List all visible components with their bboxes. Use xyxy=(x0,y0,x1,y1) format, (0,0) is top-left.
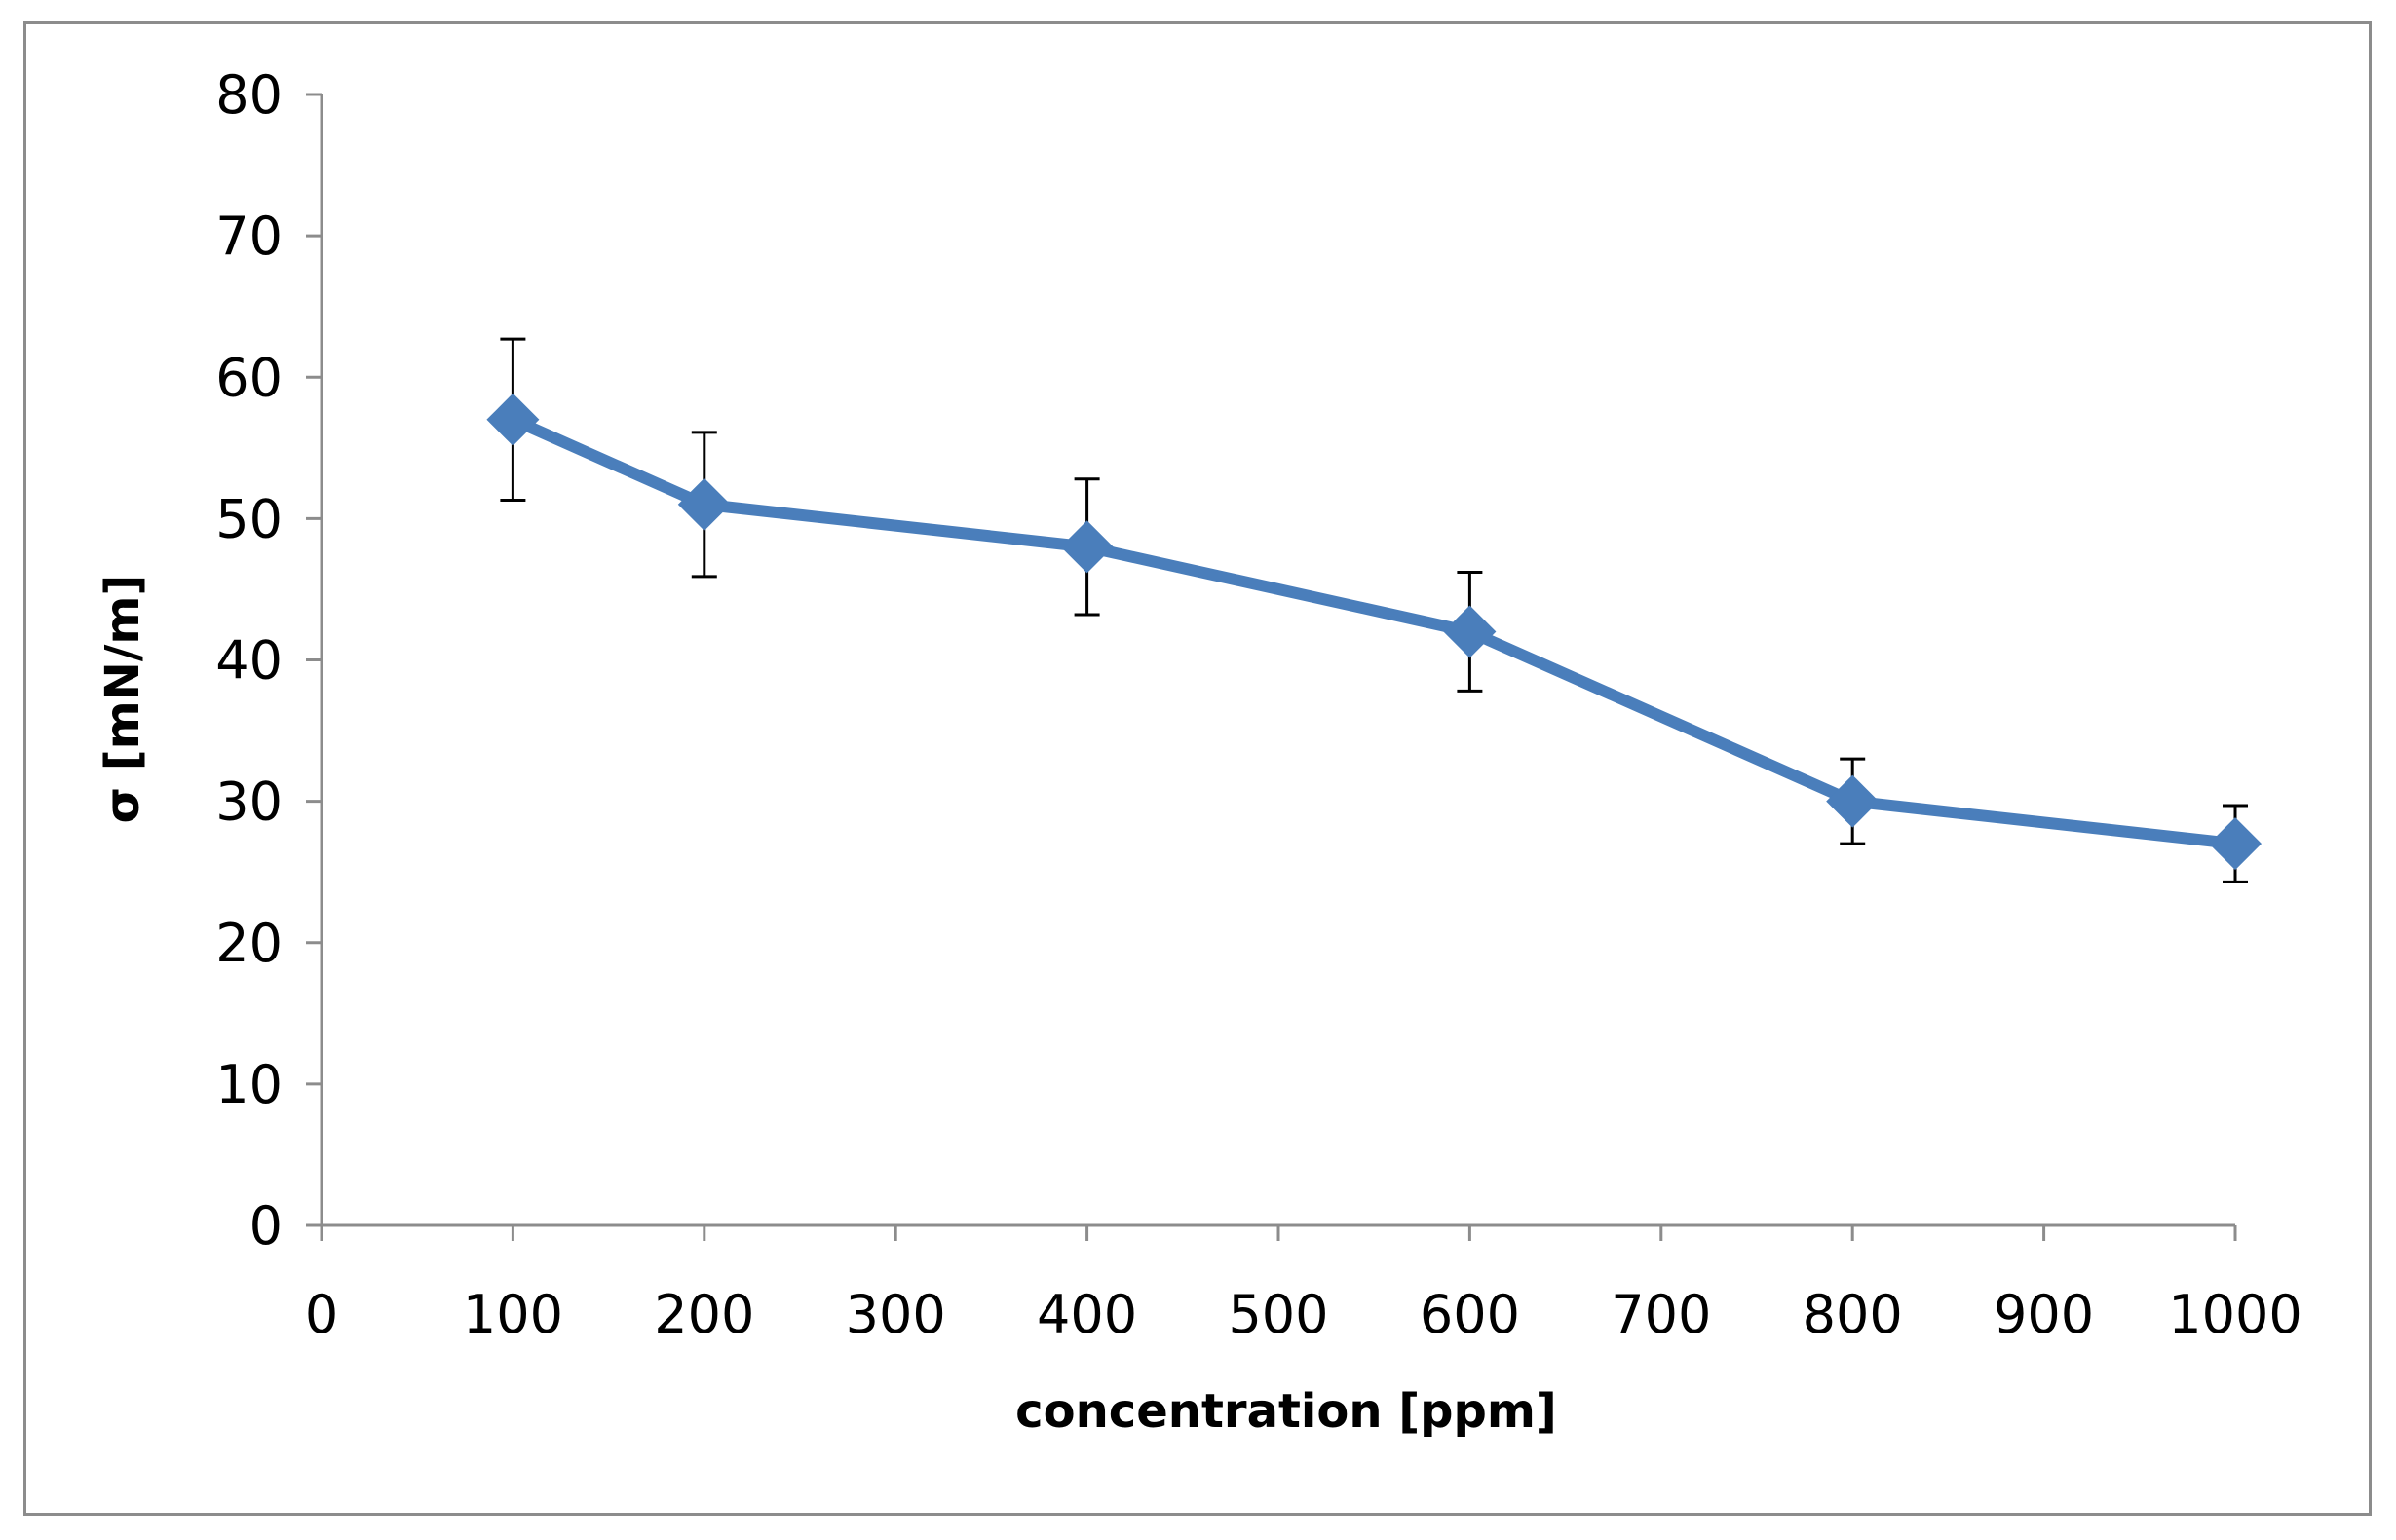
data-point-marker xyxy=(1826,774,1880,828)
chart-frame xyxy=(23,21,2372,1516)
x-tick-label: 400 xyxy=(1037,1284,1137,1345)
y-tick-label: 80 xyxy=(215,64,283,126)
markers xyxy=(486,393,2262,871)
x-axis-title: concentration [ppm] xyxy=(1015,1384,1557,1439)
x-tick-label: 700 xyxy=(1611,1284,1711,1345)
data-point-marker xyxy=(486,393,540,446)
x-tick-label: 1000 xyxy=(2168,1284,2301,1345)
x-axis: 0 100 200 300 400 500 600 700 800 900 1000 xyxy=(305,1223,2302,1345)
y-tick-label: 40 xyxy=(215,630,283,692)
y-tick-label: 60 xyxy=(215,347,283,408)
data-point-marker xyxy=(2209,817,2262,871)
y-tick-label: 30 xyxy=(215,771,283,833)
x-tick-label: 100 xyxy=(463,1284,563,1345)
y-tick-label: 10 xyxy=(215,1054,283,1115)
x-tick-label: 0 xyxy=(305,1284,338,1345)
y-tick-label: 20 xyxy=(215,913,283,974)
series-line xyxy=(507,413,2241,850)
x-tick-label: 600 xyxy=(1420,1284,1520,1345)
x-tick-label: 200 xyxy=(654,1284,754,1345)
y-axis-title: σ [mN/m] xyxy=(95,575,150,824)
y-axis: 0 10 20 30 40 50 60 70 80 xyxy=(215,64,323,1257)
y-tick-label: 50 xyxy=(215,488,283,549)
data-point-marker xyxy=(1443,605,1497,658)
x-tick-label: 800 xyxy=(1803,1284,1903,1345)
data-point-marker xyxy=(677,477,731,531)
x-tick-label: 300 xyxy=(846,1284,946,1345)
y-tick-label: 0 xyxy=(249,1195,283,1257)
data-point-marker xyxy=(1060,520,1114,574)
y-tick-label: 70 xyxy=(215,206,283,267)
x-tick-label: 900 xyxy=(1994,1284,2094,1345)
x-tick-label: 500 xyxy=(1228,1284,1328,1345)
series xyxy=(507,413,2241,850)
